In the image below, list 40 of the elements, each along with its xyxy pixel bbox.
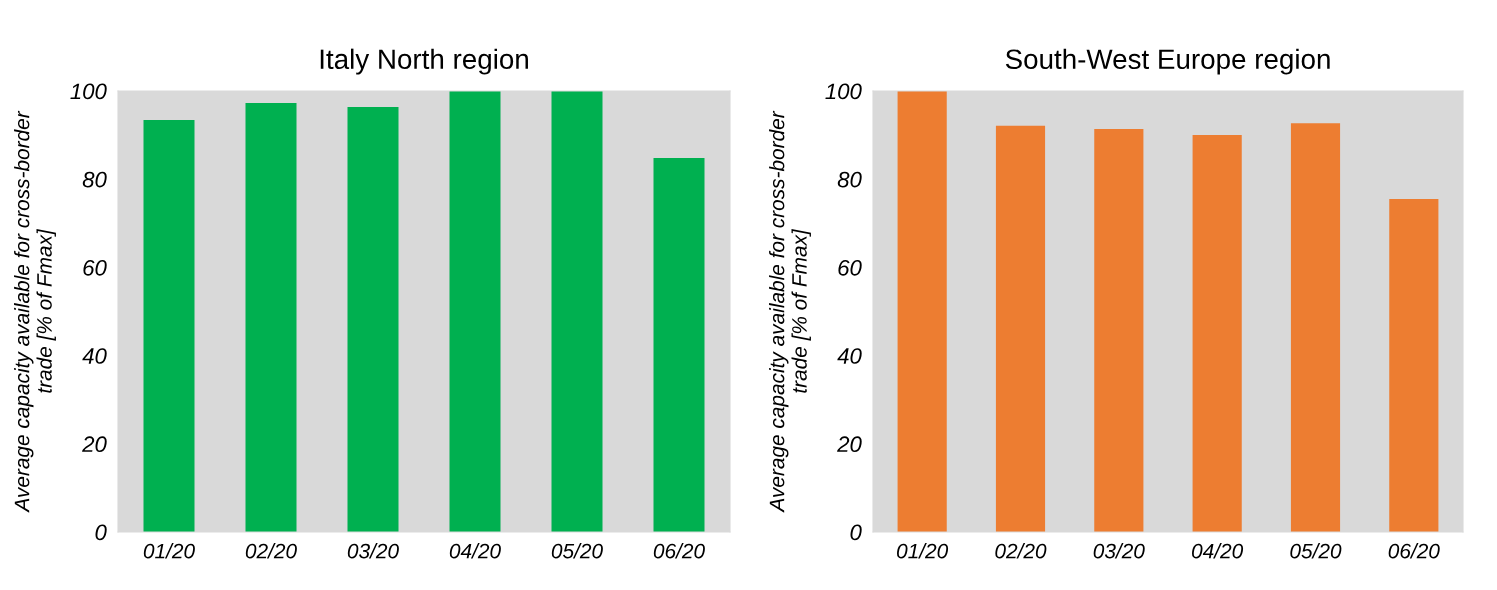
x-tick-label: 01/20 [143,543,195,559]
y-tick-label: 20 [837,436,862,453]
x-tick-label: 03/20 [1093,543,1145,559]
x-tick-label: 01/20 [897,543,949,559]
x-tick-label: 06/20 [1388,543,1440,559]
bar [1192,135,1242,532]
bar [551,91,603,532]
x-tick-label: 05/20 [551,543,603,559]
chart-title: Italy North region [320,48,528,75]
bar [653,158,705,532]
y-tick-label: 20 [82,436,107,453]
bar [897,91,947,532]
y-tick-label: 100 [825,83,862,100]
chart-title: South-West Europe region [1005,48,1330,75]
x-tick-label: 04/20 [449,543,501,559]
y-tick-label: 0 [850,524,862,541]
x-tick-label: 02/20 [245,543,297,559]
y-axis-title: Average capacity available for cross-border trade [% of Fmax] [769,110,811,513]
bar [449,91,501,532]
x-tick-label: 06/20 [653,543,705,559]
x-tick-label: 02/20 [995,543,1047,559]
bar [245,102,297,532]
bar [347,106,399,532]
y-tick-label: 80 [837,171,862,188]
y-tick-label: 60 [83,259,107,276]
bar [143,120,195,532]
x-tick-label: 05/20 [1290,543,1342,559]
y-tick-label: 80 [82,171,107,188]
y-tick-label: 40 [837,348,862,364]
y-tick-label: 0 [95,524,107,541]
bar [1389,199,1439,532]
y-tick-label: 40 [82,348,107,364]
bar [995,125,1046,532]
x-tick-label: 03/20 [347,543,399,559]
bar [1094,128,1144,532]
y-tick-label: 60 [838,259,862,276]
bar [1290,123,1341,532]
x-tick-label: 04/20 [1192,543,1244,559]
y-axis-title: Average capacity available for cross-border trade [% of Fmax] [14,110,56,513]
y-tick-label: 100 [70,83,107,100]
